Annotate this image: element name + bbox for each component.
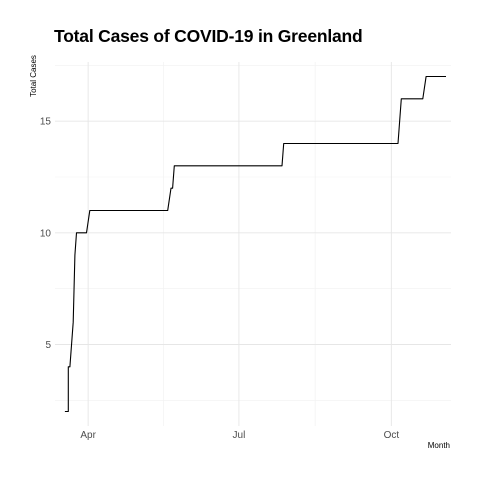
series-layer [64, 75, 446, 413]
x-tick-label: Apr [80, 430, 96, 441]
y-tick-label: 5 [45, 340, 51, 351]
x-tick-label: Oct [384, 430, 400, 441]
x-tick-label: Jul [233, 430, 246, 441]
y-tick-label: 15 [40, 117, 52, 128]
y-axis-title: Total Cases [29, 55, 38, 97]
series-line [64, 75, 446, 413]
y-tick-label: 10 [40, 228, 52, 239]
tick-labels: 5 10 15 Apr Jul Oct [40, 117, 399, 441]
chart-title: Total Cases of COVID-19 in Greenland [54, 26, 363, 46]
grid [55, 62, 451, 426]
x-axis-title: Month [428, 441, 450, 450]
